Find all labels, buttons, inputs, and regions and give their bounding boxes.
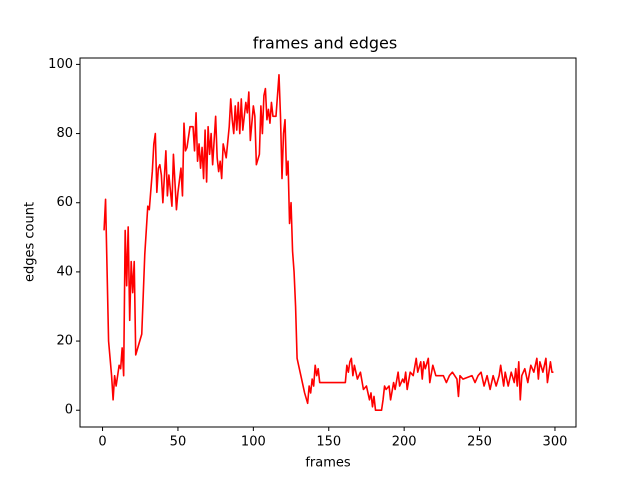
y-tick-label: 0 [65,403,73,418]
y-tick-label: 80 [56,126,73,141]
x-tick-label: 50 [170,435,187,450]
y-tick-label: 100 [48,57,73,72]
x-tick-label: 150 [316,435,341,450]
x-axis-label: frames [305,456,351,471]
y-axis-label: edges count [23,202,38,282]
plot-frame [79,57,577,428]
x-tick-label: 300 [543,435,568,450]
x-tick-label: 100 [241,435,266,450]
y-tick-label: 60 [56,195,73,210]
data-line [103,73,554,412]
y-tick-label: 40 [56,264,73,279]
y-tick-label: 20 [56,334,73,349]
x-tick-label: 200 [392,435,417,450]
chart-title: frames and edges [253,34,397,53]
x-tick-label: 250 [467,435,492,450]
x-tick-label: 0 [98,435,106,450]
